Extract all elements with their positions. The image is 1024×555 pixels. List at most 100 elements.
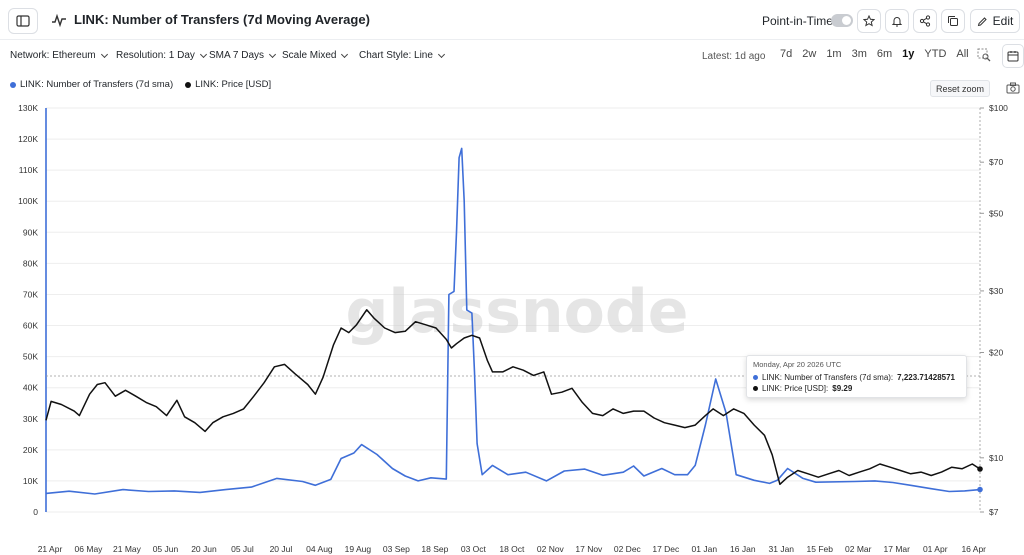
share-icon xyxy=(919,15,931,27)
series-line-transfers xyxy=(45,147,981,495)
x-tick-label: 15 Feb xyxy=(807,544,834,554)
x-tick-label: 20 Jun xyxy=(191,544,217,554)
x-tick-label: 05 Jun xyxy=(153,544,179,554)
range-button-3m[interactable]: 3m xyxy=(851,48,867,60)
calendar-icon xyxy=(1007,51,1019,62)
pencil-icon xyxy=(977,16,987,26)
bell-icon xyxy=(891,17,903,27)
chart-legend: LINK: Number of Transfers (7d sma) LINK:… xyxy=(10,79,271,90)
x-tick-label: 04 Aug xyxy=(306,544,333,554)
edit-button[interactable]: Edit xyxy=(970,9,1020,33)
x-tick-label: 20 Jul xyxy=(270,544,293,554)
range-button-2w[interactable]: 2w xyxy=(802,48,817,60)
y-left-tick-label: 110K xyxy=(19,165,39,175)
y-right-tick-label: $100 xyxy=(989,103,1008,113)
chart-style-dropdown[interactable]: Chart Style: Line xyxy=(359,50,445,61)
sidebar-toggle-button[interactable] xyxy=(8,8,38,34)
point-in-time-label: Point-in-Time xyxy=(762,14,833,28)
sidebar-icon xyxy=(16,15,30,27)
x-tick-label: 16 Jan xyxy=(730,544,756,554)
x-tick-label: 05 Jul xyxy=(231,544,254,554)
duplicate-button[interactable] xyxy=(941,9,965,33)
y-left-tick-label: 90K xyxy=(23,227,38,237)
tooltip-row-price: LINK: Price [USD]: $9.29 xyxy=(753,384,960,393)
camera-icon[interactable] xyxy=(1006,82,1020,94)
x-tick-label: 06 May xyxy=(75,544,104,554)
legend-item-price[interactable]: LINK: Price [USD] xyxy=(185,79,271,90)
x-tick-label: 01 Apr xyxy=(923,544,948,554)
x-tick-label: 18 Oct xyxy=(499,544,525,554)
favorite-button[interactable] xyxy=(857,9,881,33)
series-marker-price xyxy=(977,466,983,472)
chart-tooltip: Monday, Apr 20 2026 UTC LINK: Number of … xyxy=(746,355,967,398)
chevron-down-icon xyxy=(268,50,277,58)
y-right-tick-label: $10 xyxy=(989,453,1003,463)
legend-item-transfers[interactable]: LINK: Number of Transfers (7d sma) xyxy=(10,79,173,90)
alert-button[interactable] xyxy=(885,9,909,33)
range-button-1m[interactable]: 1m xyxy=(826,48,842,60)
series-marker-transfers xyxy=(977,486,983,493)
scale-dropdown[interactable]: Scale Mixed xyxy=(282,50,349,61)
x-tick-label: 19 Aug xyxy=(345,544,372,554)
y-left-tick-label: 70K xyxy=(23,289,38,299)
y-left-tick-label: 100K xyxy=(18,196,38,206)
line-chart-icon xyxy=(52,13,66,28)
x-tick-label: 16 Apr xyxy=(961,544,986,554)
x-tick-label: 02 Mar xyxy=(845,544,872,554)
x-tick-label: 01 Jan xyxy=(692,544,718,554)
latest-update-label: Latest: 1d ago xyxy=(702,51,766,62)
zoom-select-icon[interactable] xyxy=(977,48,991,62)
x-tick-label: 03 Oct xyxy=(461,544,487,554)
share-button[interactable] xyxy=(913,9,937,33)
tooltip-dot-price xyxy=(753,386,758,391)
tooltip-dot-transfers xyxy=(753,375,758,380)
y-right-tick-label: $70 xyxy=(989,157,1003,167)
y-left-tick-label: 40K xyxy=(23,383,38,393)
legend-label-transfers: LINK: Number of Transfers (7d sma) xyxy=(20,79,174,90)
tooltip-date: Monday, Apr 20 2026 UTC xyxy=(753,360,842,369)
tooltip-label-transfers: LINK: Number of Transfers (7d sma): xyxy=(762,373,894,382)
x-tick-label: 17 Nov xyxy=(575,544,603,554)
legend-label-price: LINK: Price [USD] xyxy=(195,79,272,90)
range-button-all[interactable]: All xyxy=(956,48,969,60)
point-in-time-toggle[interactable] xyxy=(831,14,853,27)
y-right-tick-label: $50 xyxy=(989,208,1003,218)
y-right-tick-label: $7 xyxy=(989,507,999,517)
chevron-down-icon xyxy=(341,50,349,58)
resolution-dropdown[interactable]: Resolution: 1 Day xyxy=(116,50,207,61)
x-tick-label: 21 May xyxy=(113,544,142,554)
y-left-tick-label: 20K xyxy=(23,445,38,455)
resolution-label: Resolution: 1 Day xyxy=(116,50,195,61)
legend-dot-transfers xyxy=(10,81,16,88)
range-button-6m[interactable]: 6m xyxy=(876,48,893,60)
reset-zoom-button[interactable]: Reset zoom xyxy=(930,80,990,97)
network-label: Network: Ethereum xyxy=(10,50,96,61)
date-picker-button[interactable] xyxy=(1002,44,1024,68)
y-left-tick-label: 10K xyxy=(23,476,38,486)
x-tick-label: 02 Nov xyxy=(537,544,565,554)
copy-icon xyxy=(948,16,958,26)
range-button-7d[interactable]: 7d xyxy=(780,48,793,60)
page-title: LINK: Number of Transfers (7d Moving Ave… xyxy=(74,12,370,27)
y-left-tick-label: 0 xyxy=(33,507,38,517)
y-left-tick-label: 80K xyxy=(23,258,38,268)
x-tick-label: 17 Dec xyxy=(652,544,680,554)
chevron-down-icon xyxy=(199,50,207,58)
y-left-tick-label: 130K xyxy=(18,103,38,113)
series-line-price xyxy=(45,309,981,486)
tooltip-row-transfers: LINK: Number of Transfers (7d sma): 7,22… xyxy=(753,373,960,382)
scale-label: Scale Mixed xyxy=(282,50,337,61)
range-button-1y[interactable]: 1y xyxy=(902,48,915,60)
y-left-tick-label: 30K xyxy=(23,414,38,424)
sma-label: SMA 7 Days xyxy=(209,50,265,61)
x-tick-label: 02 Dec xyxy=(614,544,642,554)
x-tick-label: 31 Jan xyxy=(769,544,795,554)
sma-dropdown[interactable]: SMA 7 Days xyxy=(209,50,277,61)
tooltip-value-price: $9.29 xyxy=(832,384,853,393)
network-dropdown[interactable]: Network: Ethereum xyxy=(10,50,108,61)
tooltip-label-price: LINK: Price [USD]: xyxy=(762,384,829,393)
range-button-ytd[interactable]: YTD xyxy=(924,48,947,60)
chart-area[interactable]: 0 10K 20K 30K 40K 50K 60K 70K 80K 90K 100K 110K 120K… xyxy=(0,100,1024,555)
legend-dot-price xyxy=(185,81,192,88)
tooltip-value-transfers: 7,223.71428571 xyxy=(897,373,955,382)
